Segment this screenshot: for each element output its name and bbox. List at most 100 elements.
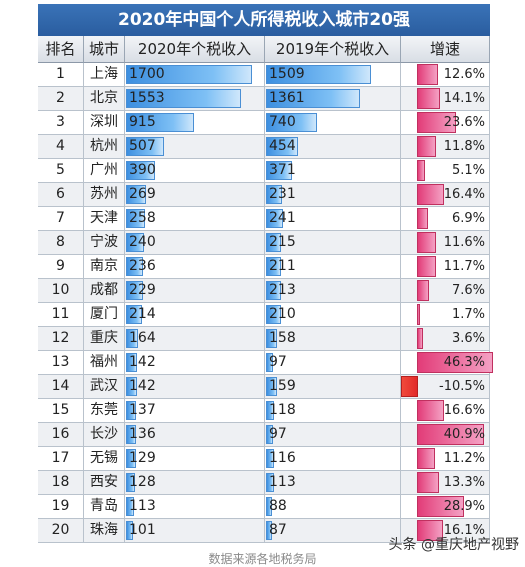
income-2020-value: 915 — [129, 114, 156, 130]
growth-value: 6.9% — [451, 211, 485, 226]
growth-value: 16.6% — [443, 403, 485, 418]
income-2019-value: 371 — [269, 162, 296, 178]
income-2020-value: 390 — [129, 162, 156, 178]
growth-cell: 3.6% — [401, 327, 490, 350]
income-2020-value: 229 — [129, 282, 156, 298]
income-2019-value: 740 — [269, 114, 296, 130]
income-2020-value: 129 — [129, 450, 156, 466]
rank-cell: 8 — [38, 231, 84, 254]
income-2020-cell: 214 — [125, 303, 265, 326]
income-2019-value: 210 — [269, 306, 296, 322]
rank-cell: 10 — [38, 279, 84, 302]
income-2020-cell: 142 — [125, 375, 265, 398]
growth-value: 13.3% — [443, 475, 485, 490]
growth-bar — [417, 280, 430, 301]
income-2019-value: 158 — [269, 330, 296, 346]
growth-cell: 7.6% — [401, 279, 490, 302]
growth-bar — [417, 232, 437, 253]
income-2019-value: 1361 — [269, 90, 305, 106]
growth-value: 46.3% — [443, 355, 485, 370]
income-2020-cell: 269 — [125, 183, 265, 206]
growth-bar — [417, 208, 429, 229]
rank-cell: 16 — [38, 423, 84, 446]
income-2019-value: 213 — [269, 282, 296, 298]
table-row: 9 南京 236 211 11.7% — [38, 255, 490, 279]
income-2020-bar — [126, 449, 136, 468]
city-cell: 福州 — [84, 351, 125, 374]
growth-value: 28.9% — [443, 499, 485, 514]
header-growth: 增速 — [401, 36, 490, 63]
growth-cell: 16.4% — [401, 183, 490, 206]
table-row: 18 西安 128 113 13.3% — [38, 471, 490, 495]
table-row: 10 成都 229 213 7.6% — [38, 279, 490, 303]
header-city: 城市 — [84, 36, 125, 63]
income-2020-value: 128 — [129, 474, 156, 490]
header-income-2019: 2019年个税收入 — [265, 36, 401, 63]
city-cell: 宁波 — [84, 231, 125, 254]
income-2020-value: 240 — [129, 234, 156, 250]
table-row: 14 武汉 142 159 -10.5% — [38, 375, 490, 399]
growth-value: 16.1% — [443, 523, 485, 538]
income-2020-cell: 915 — [125, 111, 265, 134]
income-2020-bar — [126, 137, 164, 156]
growth-bar — [417, 112, 456, 133]
growth-cell: 28.9% — [401, 495, 490, 518]
income-2019-bar — [266, 449, 275, 468]
income-2019-value: 159 — [269, 378, 296, 394]
growth-value: 5.1% — [451, 163, 485, 178]
rank-cell: 13 — [38, 351, 84, 374]
income-2020-bar — [126, 185, 146, 204]
income-2019-value: 1509 — [269, 66, 305, 82]
rank-cell: 14 — [38, 375, 84, 398]
table-row: 19 青岛 113 88 28.9% — [38, 495, 490, 519]
growth-value: 23.6% — [443, 115, 485, 130]
table-row: 2 北京 1553 1361 14.1% — [38, 87, 490, 111]
rank-cell: 9 — [38, 255, 84, 278]
growth-value: 16.4% — [443, 187, 485, 202]
income-2020-value: 236 — [129, 258, 156, 274]
city-cell: 长沙 — [84, 423, 125, 446]
income-2020-bar — [126, 497, 135, 516]
income-2020-value: 214 — [129, 306, 156, 322]
income-2020-bar — [126, 281, 143, 300]
income-2020-bar — [126, 305, 142, 324]
growth-cell: 11.2% — [401, 447, 490, 470]
income-2019-value: 113 — [269, 474, 296, 490]
income-2019-cell: 1361 — [265, 87, 401, 110]
growth-value: 11.7% — [443, 259, 485, 274]
income-2020-cell: 101 — [125, 519, 265, 542]
income-2020-cell: 136 — [125, 423, 265, 446]
income-2019-bar — [266, 161, 292, 180]
growth-cell: 14.1% — [401, 87, 490, 110]
income-2019-cell: 113 — [265, 471, 401, 494]
income-2019-bar — [266, 353, 273, 372]
income-2020-value: 136 — [129, 426, 156, 442]
income-2020-cell: 258 — [125, 207, 265, 230]
header-rank: 排名 — [38, 36, 84, 63]
table-row: 1 上海 1700 1509 12.6% — [38, 63, 490, 87]
income-2019-cell: 213 — [265, 279, 401, 302]
growth-value: 3.6% — [451, 331, 485, 346]
table-row: 6 苏州 269 231 16.4% — [38, 183, 490, 207]
income-2020-value: 137 — [129, 402, 156, 418]
city-cell: 武汉 — [84, 375, 125, 398]
income-2019-bar — [266, 305, 281, 324]
income-2020-cell: 236 — [125, 255, 265, 278]
data-source-note: 数据来源各地税务局 — [208, 552, 317, 566]
income-2019-value: 215 — [269, 234, 296, 250]
income-2020-cell: 390 — [125, 159, 265, 182]
income-2019-cell: 215 — [265, 231, 401, 254]
growth-bar — [417, 496, 465, 517]
income-2020-cell: 229 — [125, 279, 265, 302]
rank-cell: 20 — [38, 519, 84, 542]
income-2019-value: 118 — [269, 402, 296, 418]
income-2020-value: 269 — [129, 186, 156, 202]
table-row: 12 重庆 164 158 3.6% — [38, 327, 490, 351]
income-2020-bar — [126, 233, 144, 252]
growth-cell: 13.3% — [401, 471, 490, 494]
city-cell: 南京 — [84, 255, 125, 278]
income-2020-value: 258 — [129, 210, 156, 226]
growth-cell: 46.3% — [401, 351, 493, 374]
city-cell: 上海 — [84, 63, 125, 86]
income-2019-bar — [266, 377, 278, 396]
